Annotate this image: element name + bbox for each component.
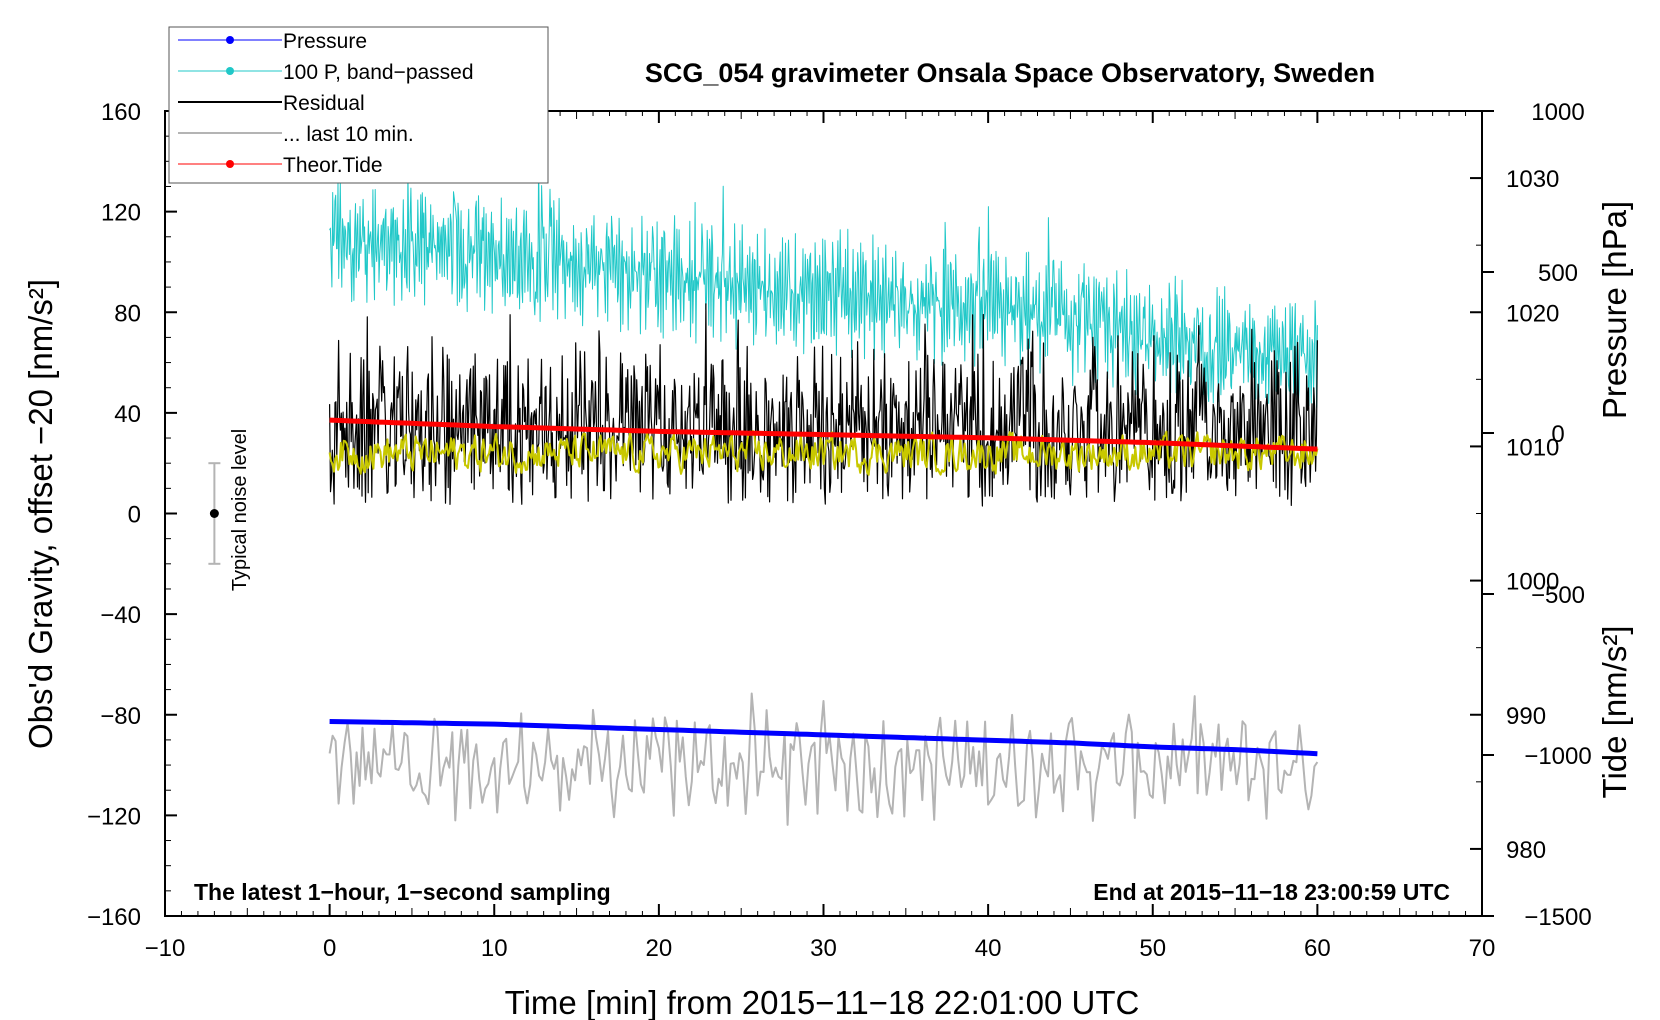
- legend-label: Pressure: [283, 30, 367, 53]
- pressure-tick-label: 1030: [1506, 166, 1559, 193]
- tide-tick-label: 1000: [1531, 99, 1584, 126]
- tide-tick-label: 500: [1538, 260, 1578, 287]
- y-left-tick-label: −80: [100, 703, 141, 730]
- series-pressure: [329, 719, 1318, 757]
- series-residual-smoothed: [328, 430, 1319, 476]
- series-residual: [329, 303, 1318, 507]
- legend-swatch-dot: [226, 36, 234, 44]
- pressure-tick-label: 1020: [1506, 300, 1559, 327]
- legend-entry-theor-tide: Theor.Tide: [178, 154, 383, 177]
- x-tick-label: 60: [1304, 935, 1331, 962]
- y-left-tick-label: 80: [114, 300, 141, 327]
- legend-entry-100-p-band-passed: 100 P, band−passed: [178, 61, 474, 84]
- x-tick-label: 40: [975, 935, 1002, 962]
- series-theor-tide: [329, 417, 1318, 452]
- x-tick-label: 50: [1139, 935, 1166, 962]
- series-last-10-min: [328, 692, 1319, 826]
- legend-label: Theor.Tide: [283, 154, 383, 177]
- x-tick-label: 0: [323, 935, 336, 962]
- note-left: The latest 1−hour, 1−second sampling: [194, 879, 611, 905]
- y-left-tick-label: −120: [87, 803, 141, 830]
- y-left-tick-label: 0: [128, 502, 141, 529]
- y-axis-tide-title: Tide [nm/s²]: [1596, 626, 1633, 799]
- legend-entry-last-10-min: ... last 10 min.: [178, 123, 414, 146]
- legend-label: Residual: [283, 92, 365, 115]
- y-axis-left-title: Obs'd Gravity, offset −20 [nm/s²]: [22, 279, 59, 749]
- x-tick-label: 70: [1469, 935, 1496, 962]
- x-tick-label: −10: [145, 935, 186, 962]
- x-axis: −10 0 10 20 30 40 50 60 70: [145, 111, 1496, 962]
- pressure-tick-label: 990: [1506, 703, 1546, 730]
- legend-swatch-dot: [226, 67, 234, 75]
- tide-tick-label: −1000: [1524, 743, 1591, 770]
- y-left-tick-label: 120: [101, 200, 141, 227]
- y-left-tick-label: −40: [100, 602, 141, 629]
- y-axis-pressure: 980 990 1000 1010 1020 1030: [1470, 110, 1559, 917]
- chart-title: SCG_054 gravimeter Onsala Space Observat…: [645, 58, 1375, 88]
- x-axis-title: Time [min] from 2015−11−18 22:01:00 UTC: [505, 984, 1140, 1020]
- x-tick-label: 10: [481, 935, 508, 962]
- pressure-tick-label: 1010: [1506, 434, 1559, 461]
- y-axis-pressure-title: Pressure [hPa]: [1596, 201, 1633, 419]
- y-left-tick-label: 160: [101, 99, 141, 126]
- legend-entry-pressure: Pressure: [178, 30, 367, 53]
- series-100-p-band-passed: [329, 157, 1318, 419]
- pressure-tick-label: 980: [1506, 837, 1546, 864]
- y-axis-tide: −1500 −1000 −500 0 500 1000: [1482, 99, 1592, 931]
- legend-box: [168, 26, 549, 184]
- noise-level-indicator: [208, 462, 221, 565]
- legend-label: ... last 10 min.: [283, 123, 414, 146]
- tide-tick-label: −1500: [1524, 904, 1591, 931]
- noise-level-dot: [209, 509, 219, 518]
- y-left-tick-label: −160: [87, 904, 141, 931]
- y-left-tick-label: 40: [114, 401, 141, 428]
- tide-tick-label: −500: [1531, 582, 1585, 609]
- legend: Pressure 100 P, band−passed Residual ... la…: [168, 26, 549, 184]
- note-right: End at 2015−11−18 23:00:59 UTC: [1093, 879, 1450, 905]
- noise-level-label: Typical noise level: [229, 429, 251, 591]
- y-axis-left: −160 −120 −80 −40 0 40 80 120 160: [87, 99, 177, 931]
- pressure-tick-label: 1000: [1506, 569, 1559, 596]
- series-layer: [328, 157, 1319, 826]
- tide-tick-label: 0: [1551, 421, 1564, 448]
- legend-entry-residual: Residual: [178, 92, 365, 115]
- x-tick-label: 20: [646, 935, 673, 962]
- legend-label: 100 P, band−passed: [283, 61, 474, 84]
- legend-swatch-dot: [226, 160, 234, 168]
- x-tick-label: 30: [810, 935, 837, 962]
